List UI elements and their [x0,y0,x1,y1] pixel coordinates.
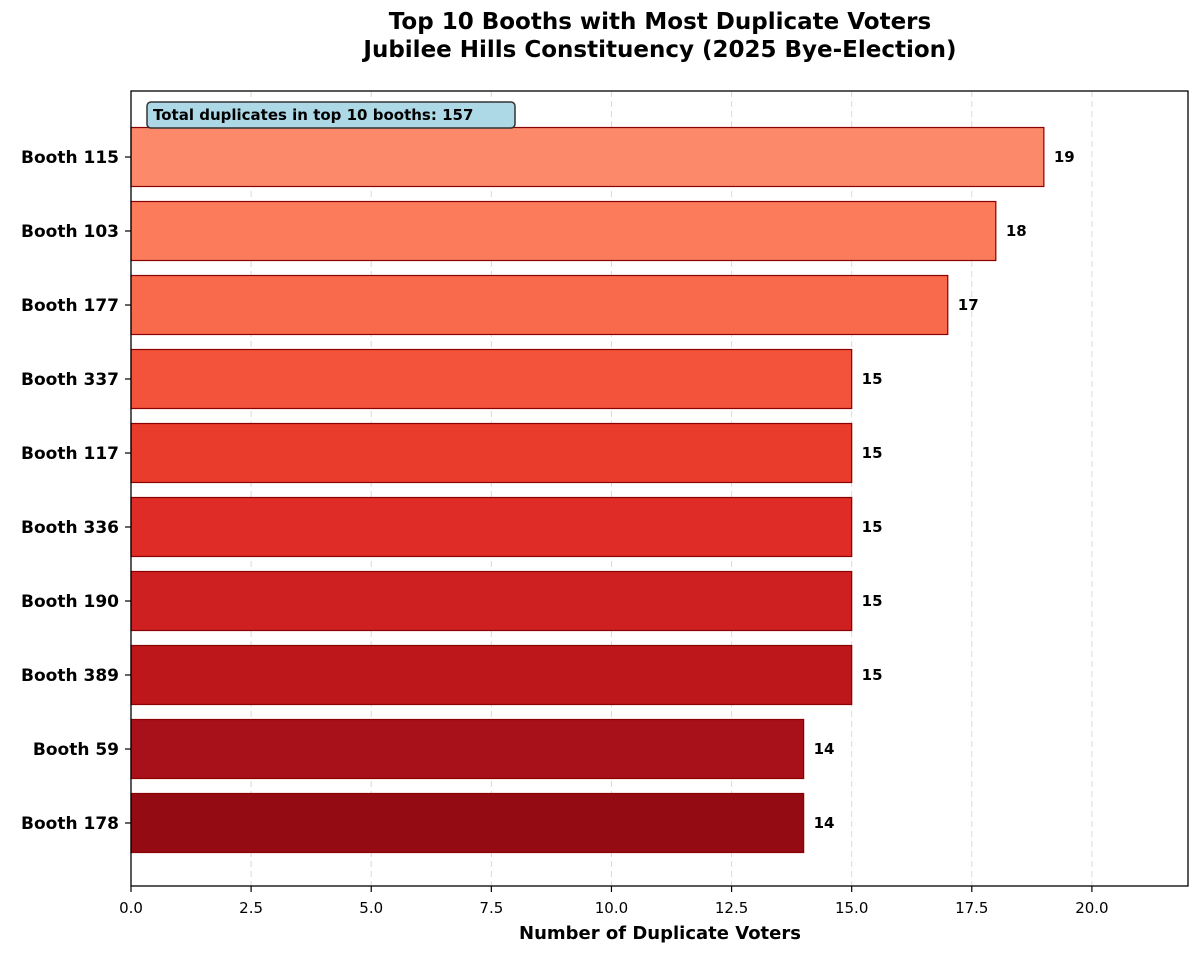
x-tick-label: 20.0 [1075,899,1108,917]
bar [130,644,853,706]
x-tick-label: 5.0 [359,899,383,917]
category-label: Booth 336 [21,518,119,538]
bars [130,126,1045,854]
category-labels: Booth 115 Booth 103 Booth 177 Booth 337 Boot… [21,148,131,834]
x-tick-label: 12.5 [715,899,748,917]
bar-value-label: 15 [862,666,883,684]
bar-value-label: 18 [1006,222,1027,240]
category-label: Booth 177 [21,296,119,316]
category-label: Booth 178 [21,814,119,834]
chart-subtitle: Jubilee Hills Constituency (2025 Bye-Ele… [361,37,956,63]
x-axis-title: Number of Duplicate Voters [519,923,801,944]
bar [130,200,997,262]
bar [130,422,853,484]
bar-value-label: 14 [814,740,835,758]
annotation-text: Total duplicates in top 10 booths: 157 [153,106,473,124]
bar [130,792,805,854]
category-label: Booth 190 [21,592,119,612]
x-tick-label: 7.5 [479,899,503,917]
category-label: Booth 337 [21,370,119,390]
annotation-box: Total duplicates in top 10 booths: 157 [146,101,516,129]
category-label: Booth 115 [21,148,119,168]
bar [130,274,949,336]
annotation-background [146,101,516,129]
bar [130,348,853,410]
bar [130,718,805,780]
x-tick-label: 10.0 [595,899,628,917]
chart-title: Top 10 Booths with Most Duplicate Voters [389,9,931,35]
bar [130,496,853,558]
bar-value-label: 15 [862,444,883,462]
bar-value-label: 15 [862,518,883,536]
bar [130,570,853,632]
bar [130,126,1045,188]
bar-value-label: 19 [1054,148,1075,166]
plot-frame [130,90,1189,887]
category-label: Booth 389 [21,666,119,686]
bar-value-label: 17 [958,296,979,314]
x-axis-ticks: 0.0 2.5 5.0 7.5 10.0 12.5 15.0 17.5 20.0 [119,886,1109,917]
category-label: Booth 103 [21,222,119,242]
bar-value-label: 15 [862,370,883,388]
x-tick-label: 0.0 [119,899,143,917]
x-tick-label: 15.0 [835,899,868,917]
bar-value-label: 15 [862,592,883,610]
x-tick-label: 17.5 [955,899,988,917]
category-label: Booth 117 [21,444,119,464]
category-label: Booth 59 [33,740,119,760]
x-tick-label: 2.5 [239,899,263,917]
value-labels: 19 18 17 15 15 15 15 15 14 14 [814,148,1075,832]
bar-value-label: 14 [814,814,835,832]
